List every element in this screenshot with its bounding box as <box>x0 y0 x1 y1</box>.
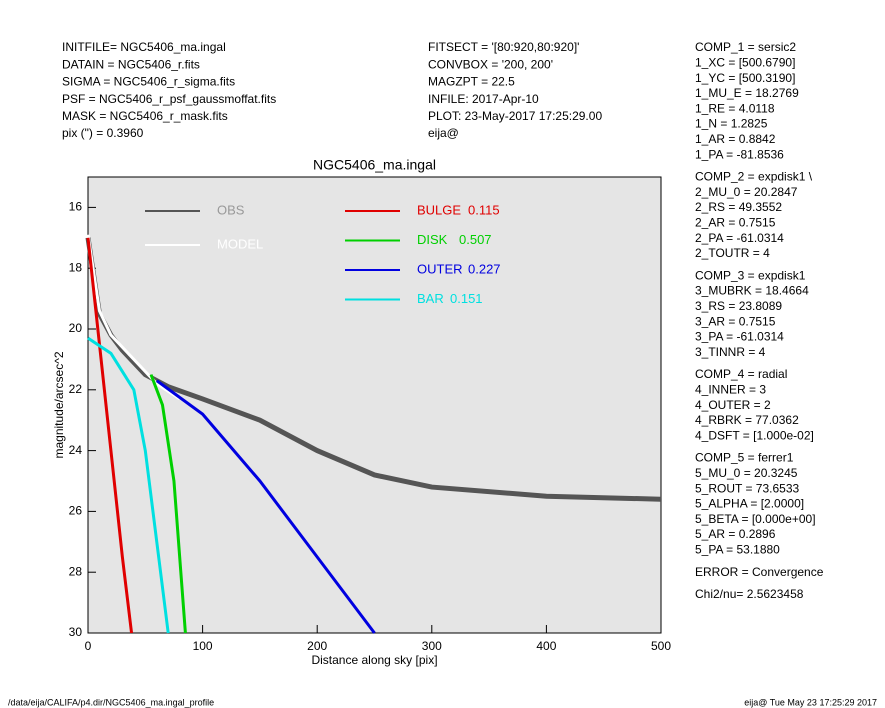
header-line: SIGMA = NGC5406_r_sigma.fits <box>62 75 235 89</box>
series-line <box>149 374 187 634</box>
param-line: 1_AR = 0.8842 <box>695 132 776 146</box>
param-line: 1_N = 1.2825 <box>695 117 768 131</box>
x-axis-label: Distance along sky [pix] <box>311 653 437 667</box>
y-axis-label: magnitude/arcsec^2 <box>52 351 66 458</box>
x-tick-label: 200 <box>307 639 327 653</box>
param-line: 1_RE = 4.0118 <box>695 101 775 115</box>
y-tick-label: 18 <box>69 260 83 274</box>
x-tick-label: 100 <box>193 639 213 653</box>
y-tick-label: 30 <box>69 625 83 639</box>
y-tick-label: 20 <box>69 321 83 335</box>
x-tick-label: 400 <box>536 639 556 653</box>
param-line: ERROR = Convergence <box>695 565 824 579</box>
x-tick-label: 0 <box>85 639 92 653</box>
param-line: 4_DSFT = [1.000e-02] <box>695 428 814 442</box>
legend-fraction: 0.227 <box>468 261 501 276</box>
legend-label: MODEL <box>217 236 263 251</box>
header-line: eija@ <box>428 126 459 140</box>
param-line: Chi2/nu= 2.5623458 <box>695 587 804 601</box>
legend-label: BULGE <box>417 202 461 217</box>
series-line <box>87 336 170 634</box>
legend-fraction: 0.507 <box>459 232 492 247</box>
header-line: DATAIN = NGC5406_r.fits <box>62 57 200 71</box>
legend-fraction: 0.151 <box>450 291 483 306</box>
footer-left: /data/eija/CALIFA/p4.dir/NGC5406_ma.inga… <box>8 697 214 707</box>
param-line: 2_PA = -61.0314 <box>695 231 784 245</box>
param-line: COMP_4 = radial <box>695 367 787 381</box>
param-line: 4_INNER = 3 <box>695 382 766 396</box>
y-tick-label: 22 <box>69 382 83 396</box>
legend-fraction: 0.115 <box>468 202 500 217</box>
header-line: PLOT: 23-May-2017 17:25:29.00 <box>428 109 602 123</box>
plot-area <box>87 176 662 634</box>
param-line: 3_PA = -61.0314 <box>695 330 784 344</box>
series-line <box>155 379 376 634</box>
series-line <box>86 234 181 401</box>
param-line: 4_RBRK = 77.0362 <box>695 413 799 427</box>
header-line: MAGZPT = 22.5 <box>428 75 515 89</box>
param-line: 2_MU_0 = 20.2847 <box>695 185 798 199</box>
param-line: 2_TOUTR = 4 <box>695 246 770 260</box>
param-line: 4_OUTER = 2 <box>695 398 771 412</box>
param-line: 2_RS = 49.3552 <box>695 200 782 214</box>
header-line: FITSECT = '[80:920,80:920]' <box>428 40 579 54</box>
param-line: 5_ALPHA = [2.0000] <box>695 497 804 511</box>
y-tick-label: 28 <box>69 564 83 578</box>
param-line: COMP_5 = ferrer1 <box>695 451 794 465</box>
param-line: 5_BETA = [0.000e+00] <box>695 512 816 526</box>
param-line: 3_TINNR = 4 <box>695 345 766 359</box>
header-line: INITFILE= NGC5406_ma.ingal <box>62 40 226 54</box>
y-tick-label: 16 <box>69 200 83 214</box>
param-line: 1_PA = -81.8536 <box>695 147 784 161</box>
y-tick-label: 24 <box>69 443 83 457</box>
legend-label: BAR <box>417 291 444 306</box>
param-line: COMP_1 = sersic2 <box>695 40 796 54</box>
legend-label: OBS <box>217 202 245 217</box>
header-line: pix (") = 0.3960 <box>62 126 144 140</box>
series-line <box>86 237 134 634</box>
y-tick-label: 26 <box>69 504 83 518</box>
header-line: INFILE: 2017-Apr-10 <box>428 92 539 106</box>
param-line: COMP_2 = expdisk1 \ <box>695 170 813 184</box>
param-line: 1_YC = [500.3190] <box>695 71 795 85</box>
param-line: 5_ROUT = 73.6533 <box>695 481 800 495</box>
param-line: 3_RS = 23.8089 <box>695 299 782 313</box>
chart-title: NGC5406_ma.ingal <box>313 157 436 173</box>
param-line: COMP_3 = expdisk1 <box>695 268 806 282</box>
header-line: MASK = NGC5406_r_mask.fits <box>62 109 228 123</box>
param-line: 2_AR = 0.7515 <box>695 215 776 229</box>
x-tick-label: 500 <box>651 639 671 653</box>
param-line: 5_AR = 0.2896 <box>695 527 776 541</box>
header-line: CONVBOX = '200, 200' <box>428 57 553 71</box>
param-line: 3_AR = 0.7515 <box>695 314 776 328</box>
legend-label: DISK <box>417 232 448 247</box>
legend-label: OUTER <box>417 261 463 276</box>
param-line: 5_PA = 53.1880 <box>695 542 780 556</box>
param-line: 5_MU_0 = 20.3245 <box>695 466 798 480</box>
header-line: PSF = NGC5406_r_psf_gaussmoffat.fits <box>62 92 276 106</box>
footer-right: eija@ Tue May 23 17:25:29 2017 <box>744 697 877 707</box>
param-line: 1_XC = [500.6790] <box>695 55 795 69</box>
x-tick-label: 300 <box>422 639 442 653</box>
param-line: 3_MUBRK = 18.4664 <box>695 284 809 298</box>
param-line: 1_MU_E = 18.2769 <box>695 86 799 100</box>
